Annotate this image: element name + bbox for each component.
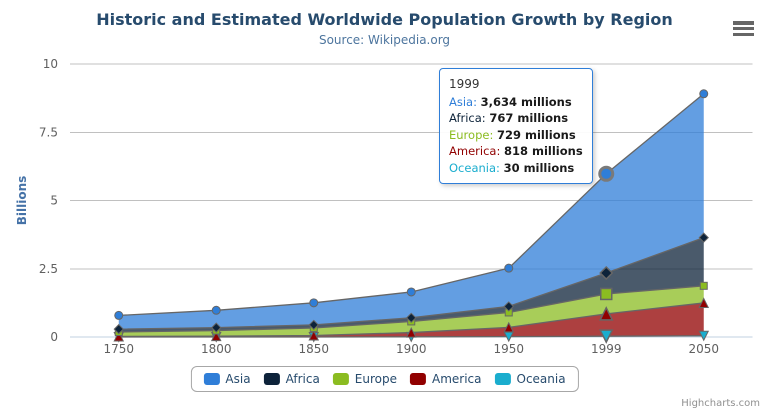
marker-america-1999[interactable] (599, 306, 614, 321)
area-series (118, 93, 704, 337)
marker-asia-1900[interactable] (406, 287, 416, 297)
marker-africa-1900[interactable] (406, 312, 417, 324)
area-africa[interactable] (118, 237, 704, 333)
marker-asia-1950[interactable] (504, 263, 514, 273)
marker-europe-1999[interactable] (600, 287, 613, 301)
x-axis-label: 1850 (298, 342, 329, 356)
y-axis-title: Billions (15, 176, 29, 226)
legend-item-asia[interactable]: Asia (203, 372, 251, 386)
legend-swatch-europe (332, 373, 349, 385)
chart-title: Historic and Estimated Worldwide Populat… (96, 10, 673, 29)
x-axis-label: 1950 (493, 342, 524, 356)
tooltip-row-america: America: 818 millions (449, 143, 583, 160)
legend-label: Asia (225, 372, 251, 386)
tooltip-series-value: 3,634 millions (480, 94, 572, 109)
y-axis-label: 10 (43, 57, 58, 71)
marker-oceania-2050[interactable] (698, 330, 710, 342)
chart-subtitle: Source: Wikipedia.org (318, 33, 451, 47)
marker-america-1750[interactable] (113, 330, 125, 342)
tooltip-row-asia: Asia: 3,634 millions (449, 94, 583, 111)
menu-bar (733, 21, 754, 25)
tooltip-series-name: Africa: (449, 111, 490, 125)
tooltip-series-name: Europe: (449, 127, 497, 142)
legend-label: Europe (354, 372, 398, 386)
legend-swatch-oceania (494, 373, 511, 385)
x-axis-label: 2050 (688, 342, 719, 356)
credits-link[interactable]: Highcharts.com (681, 398, 760, 409)
marker-america-2050[interactable] (698, 297, 710, 308)
hamburger-menu-icon[interactable] (733, 21, 754, 37)
x-axis-label: 1750 (103, 342, 134, 356)
x-axis-label: 1900 (396, 342, 427, 356)
x-axis-label: 1800 (201, 342, 232, 356)
tooltip-rows: Asia: 3,634 millions Africa: 767 millions… (449, 94, 583, 177)
legend-label: Africa (285, 372, 320, 386)
marker-africa-1750[interactable] (113, 323, 124, 335)
marker-africa-1999[interactable] (599, 265, 614, 281)
marker-africa-1800[interactable] (211, 322, 222, 333)
point-markers (113, 89, 710, 344)
tooltip-series-name: Oceania: (449, 160, 504, 175)
area-asia[interactable] (118, 93, 704, 330)
tooltip-series-name: America: (449, 144, 504, 158)
legend-label: Oceania (516, 372, 566, 386)
marker-africa-1850[interactable] (308, 319, 319, 331)
menu-bar (733, 32, 754, 37)
tooltip-row-oceania: Oceania: 30 millions (449, 160, 583, 177)
marker-america-1950[interactable] (503, 321, 515, 333)
marker-america-1800[interactable] (210, 330, 222, 342)
marker-asia-2050[interactable] (699, 89, 709, 99)
legend-item-oceania[interactable]: Oceania (494, 372, 566, 386)
tooltip-series-name: Asia: (449, 94, 481, 109)
legend-item-europe[interactable]: Europe (332, 372, 398, 386)
legend-item-africa[interactable]: Africa (263, 372, 320, 386)
tooltip-series-value: 30 millions (503, 160, 575, 175)
tooltip-row-africa: Africa: 767 millions (449, 110, 583, 127)
legend: Asia Africa Europe America Oceania (190, 366, 579, 392)
y-axis-label: 5 (50, 194, 58, 208)
x-axis-label: 1999 (591, 342, 622, 356)
y-axis-label: 2.5 (39, 262, 58, 276)
tooltip-series-value: 767 millions (489, 111, 569, 125)
marker-asia-1999[interactable] (598, 165, 615, 182)
marker-europe-2050[interactable] (699, 281, 708, 290)
legend-label: America (432, 372, 482, 386)
marker-oceania-1999[interactable] (599, 329, 614, 344)
marker-asia-1750[interactable] (114, 310, 124, 320)
tooltip-row-europe: Europe: 729 millions (449, 127, 583, 144)
legend-item-america[interactable]: America (410, 372, 482, 386)
tooltip-series-value: 818 millions (503, 144, 583, 158)
marker-asia-1850[interactable] (309, 298, 319, 308)
tooltip-header: 1999 (449, 77, 480, 91)
menu-bar (733, 26, 754, 31)
legend-swatch-america (410, 373, 427, 385)
area-america[interactable] (118, 302, 704, 337)
marker-africa-1950[interactable] (503, 301, 514, 312)
marker-america-1850[interactable] (308, 329, 320, 341)
marker-america-1900[interactable] (405, 326, 417, 338)
y-axis-label: 7.5 (39, 125, 58, 139)
y-axis-label: 0 (50, 330, 58, 344)
tooltip-series-value: 729 millions (496, 127, 576, 142)
marker-africa-2050[interactable] (698, 232, 709, 243)
legend-swatch-asia (203, 373, 220, 385)
legend-swatch-africa (263, 373, 280, 385)
marker-asia-1800[interactable] (211, 305, 221, 315)
axis-labels: 0 2.5 5 7.5 10 1750 1800 1850 1900 1950 1999 2050 (39, 57, 719, 356)
tooltip: 1999 Asia: 3,634 millions Africa: 767 mil… (439, 68, 593, 184)
